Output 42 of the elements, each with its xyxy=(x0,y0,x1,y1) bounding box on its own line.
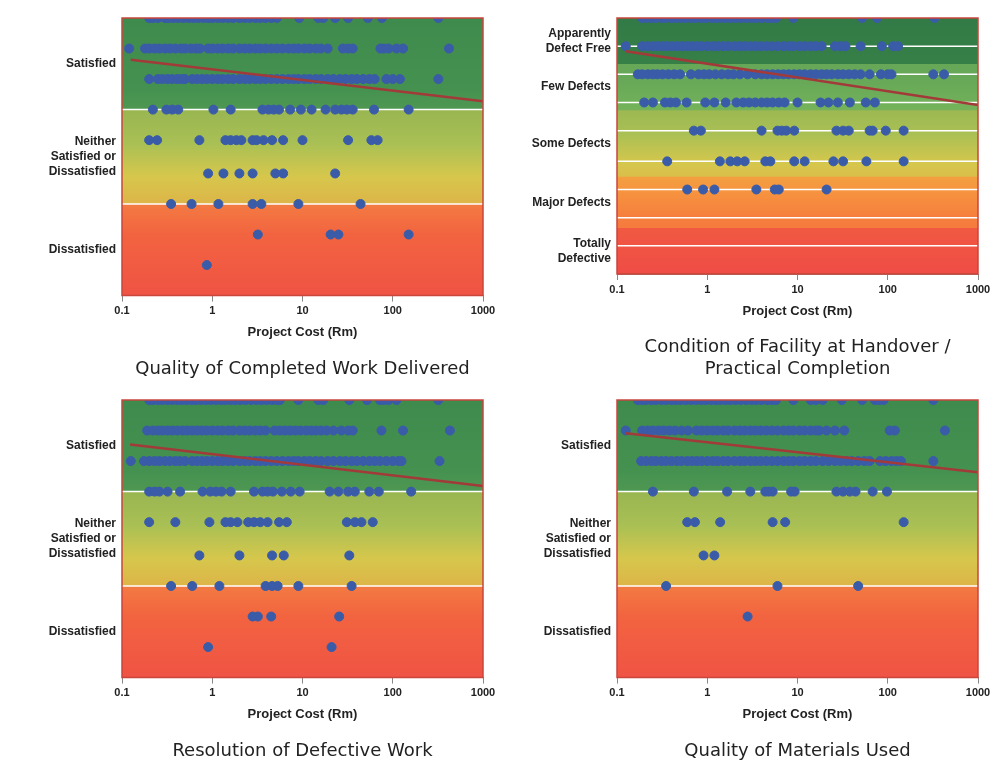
x-tick-label: 1 xyxy=(209,304,216,317)
band-label: Few Defects xyxy=(540,79,612,94)
band-label: Satisfied xyxy=(65,56,116,71)
text: Condition of Facility at Handover / Practical Completion xyxy=(644,335,952,378)
x-tick-label: 100 xyxy=(383,686,402,699)
x-tick-label: 100 xyxy=(878,686,897,699)
x-axis-title: Project Cost (Rm) xyxy=(247,706,358,722)
x-tick-label: 0.1 xyxy=(609,686,625,699)
band-label: Apparently Defect Free xyxy=(545,25,612,55)
x-tick-label: 1000 xyxy=(965,282,991,295)
band-label: Major Defects xyxy=(532,194,612,209)
x-tick-label: 1 xyxy=(209,686,216,699)
x-axis-title: Project Cost (Rm) xyxy=(742,302,853,318)
x-tick-label: 100 xyxy=(383,304,402,317)
x-tick-label: 10 xyxy=(791,282,804,295)
band-label: Neither Satisfied or Dissatisfied xyxy=(48,134,117,179)
band-label: Totally Defective xyxy=(557,235,612,265)
band-label: Satisfied xyxy=(560,438,611,453)
x-tick-label: 10 xyxy=(296,686,309,699)
band-label: Dissatisfied xyxy=(48,242,116,257)
x-tick-label: 1000 xyxy=(965,686,991,699)
band-label: Neither Satisfied or Dissatisfied xyxy=(543,516,612,561)
x-axis-title: Project Cost (Rm) xyxy=(742,706,853,722)
x-tick-label: 0.1 xyxy=(114,686,130,699)
x-tick-label: 10 xyxy=(791,686,804,699)
x-tick-label: 0.1 xyxy=(609,282,625,295)
x-tick-label: 1000 xyxy=(470,304,496,317)
x-tick-label: 1000 xyxy=(470,686,496,699)
x-tick-label: 1 xyxy=(704,282,711,295)
x-axis-title: Project Cost (Rm) xyxy=(247,324,358,340)
band-label: Dissatisfied xyxy=(48,624,116,639)
band-label: Dissatisfied xyxy=(543,624,611,639)
text: Resolution of Defective Work xyxy=(172,738,434,760)
band-label: Some Defects xyxy=(531,135,612,150)
band-label: Satisfied xyxy=(65,438,116,453)
text: Quality of Completed Work Delivered xyxy=(135,356,470,378)
x-tick-label: 100 xyxy=(878,282,897,295)
text: Quality of Materials Used xyxy=(684,738,911,760)
band-label: Neither Satisfied or Dissatisfied xyxy=(48,516,117,561)
x-tick-label: 0.1 xyxy=(114,304,130,317)
x-tick-label: 10 xyxy=(296,304,309,317)
x-tick-label: 1 xyxy=(704,686,711,699)
